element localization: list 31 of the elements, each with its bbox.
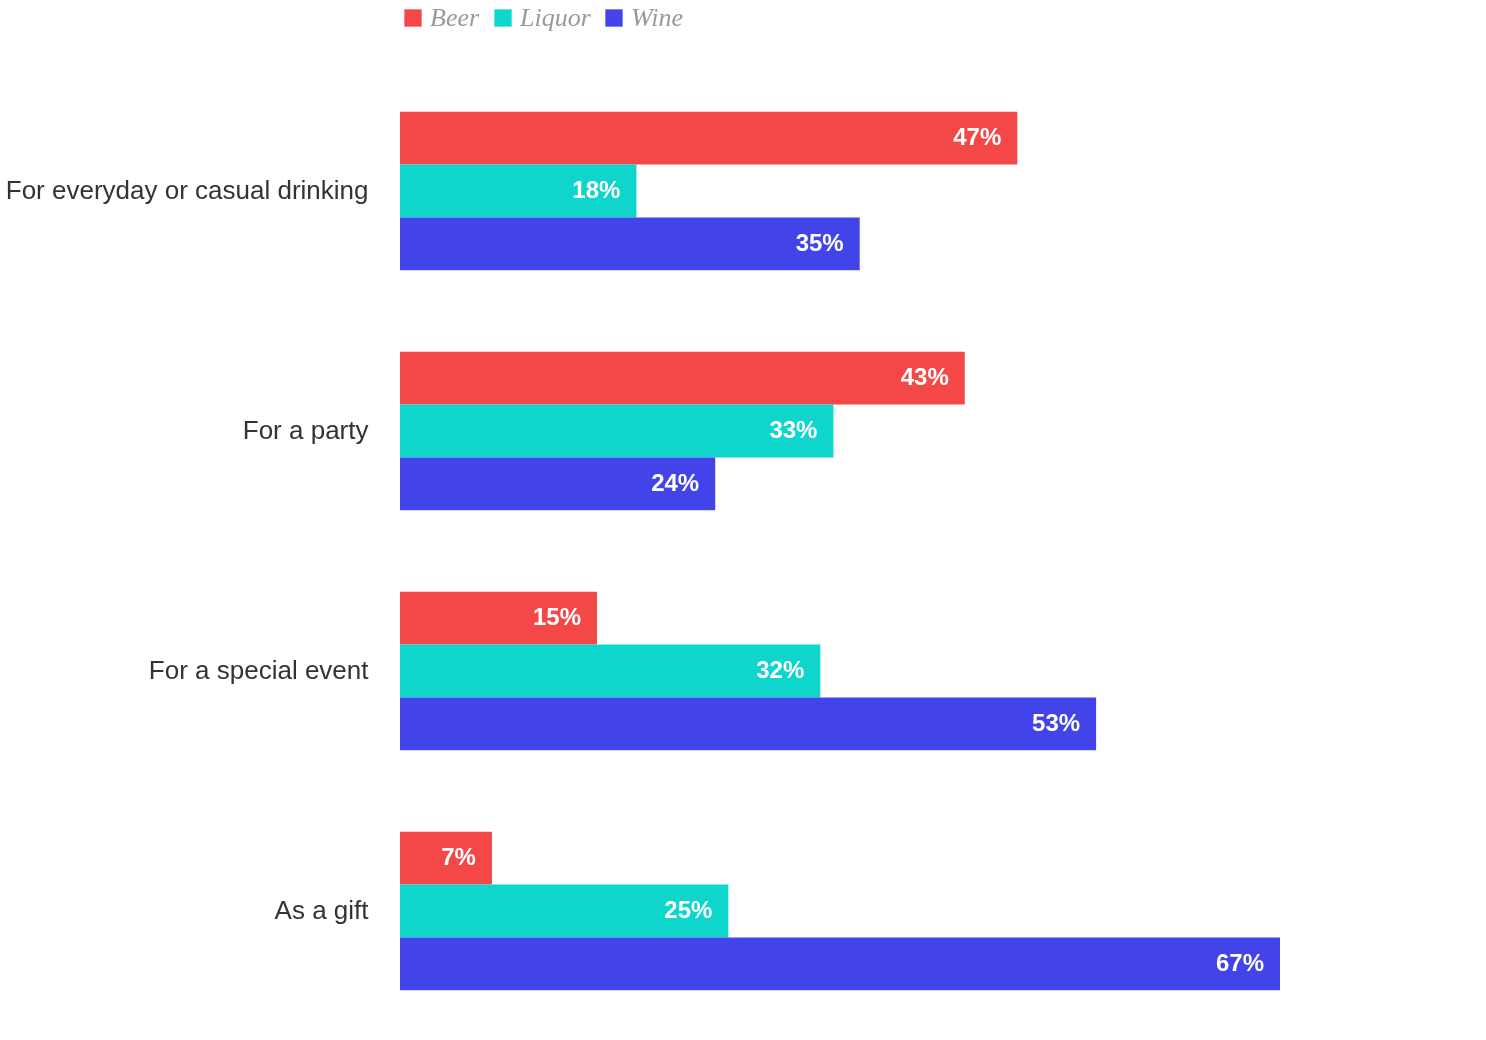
legend-label: Liquor xyxy=(519,3,592,32)
bar xyxy=(400,351,965,405)
bar xyxy=(400,164,637,218)
bar xyxy=(400,697,1097,751)
y-tick-label: For a party xyxy=(242,415,369,445)
data-label: 53% xyxy=(1032,708,1081,736)
bar xyxy=(400,644,821,698)
data-label: 33% xyxy=(769,416,818,443)
legend-label: Wine xyxy=(631,3,683,32)
bar xyxy=(400,937,1280,991)
bar xyxy=(400,404,834,458)
y-tick-label: For everyday or casual drinking xyxy=(5,175,369,205)
bar xyxy=(400,884,729,938)
y-tick-label: As a gift xyxy=(274,895,370,925)
bar xyxy=(400,591,598,645)
data-label: 32% xyxy=(756,656,805,683)
data-label: 35% xyxy=(795,228,844,256)
data-label: 18% xyxy=(572,176,621,203)
data-label: 7% xyxy=(441,843,476,871)
data-label: 24% xyxy=(651,468,700,496)
data-label: 25% xyxy=(664,896,713,923)
data-label: 15% xyxy=(532,603,582,631)
legend-label: Beer xyxy=(430,3,480,32)
bar xyxy=(400,831,492,885)
bar xyxy=(400,457,716,511)
data-label: 67% xyxy=(1215,948,1264,976)
bar xyxy=(400,217,860,271)
y-tick-label: For a special event xyxy=(148,655,370,685)
bar xyxy=(400,111,1018,165)
data-label: 43% xyxy=(900,363,949,391)
data-label: 47% xyxy=(953,123,1002,151)
